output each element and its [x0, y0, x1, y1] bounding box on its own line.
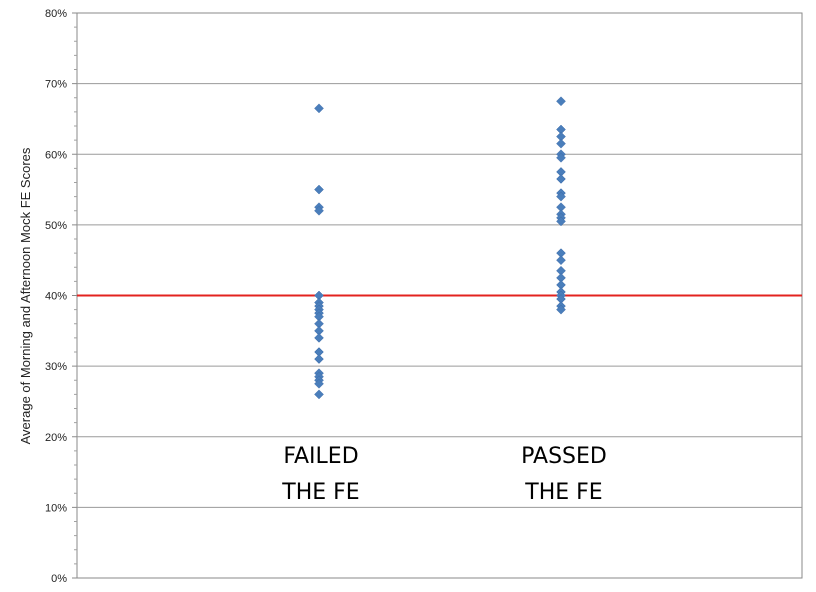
y-tick-label: 20% — [45, 432, 67, 444]
data-point-diamond — [556, 152, 566, 163]
group-label-line1: FAILED — [283, 444, 358, 469]
y-tick-label: 30% — [45, 361, 67, 373]
y-axis-label: Average of Morning and Afternoon Mock FE… — [18, 147, 33, 444]
data-point-diamond — [556, 216, 566, 227]
y-tick-label: 70% — [45, 79, 67, 91]
data-point-diamond — [314, 389, 324, 400]
y-tick-label: 80% — [45, 8, 67, 20]
gridlines — [77, 83, 802, 508]
data-point-diamond — [314, 333, 324, 343]
data-point-diamond — [556, 174, 566, 184]
data-point-diamond — [314, 103, 324, 114]
y-tick-labels: 0% 10% 20% 30% 40% 50% 60% 70% 80% — [45, 8, 67, 585]
group-label-line2: THE FE — [281, 480, 359, 505]
minor-ticks — [72, 12, 77, 579]
data-point-diamond — [556, 138, 566, 149]
y-tick-label: 0% — [51, 573, 67, 585]
data-point-diamond — [314, 378, 324, 389]
data-point-diamond — [314, 184, 324, 195]
data-point-diamond — [556, 96, 566, 107]
y-tick-label: 40% — [45, 291, 67, 303]
y-tick-label: 10% — [45, 502, 67, 514]
data-point-diamond — [314, 205, 324, 216]
y-tick-label: 60% — [45, 149, 67, 161]
data-point-diamond — [556, 255, 566, 266]
data-point-diamond — [556, 191, 566, 202]
y-tick-label: 50% — [45, 220, 67, 232]
data-points — [314, 96, 566, 400]
group-label-line2: THE FE — [524, 480, 602, 505]
group-label-line1: PASSED — [521, 444, 607, 469]
group-labels: FAILED THE FE PASSED THE FE — [281, 444, 607, 505]
data-point-diamond — [556, 304, 566, 315]
data-point-diamond — [314, 354, 324, 364]
